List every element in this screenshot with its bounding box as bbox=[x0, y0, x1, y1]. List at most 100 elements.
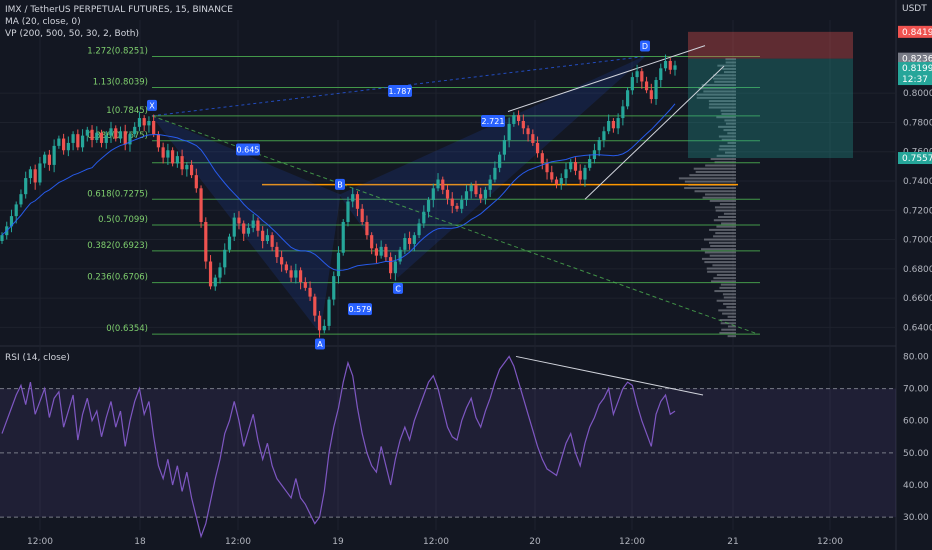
fib-level-label: 0.236(0.6706) bbox=[87, 273, 148, 283]
candle-body bbox=[199, 188, 203, 222]
price-axis-tag-label: 0.8236 bbox=[902, 55, 932, 65]
volume-profile-bar bbox=[689, 174, 736, 177]
volume-profile-bar bbox=[725, 61, 736, 64]
price-axis-tag bbox=[898, 25, 932, 38]
harmonic-point-tag bbox=[640, 40, 650, 52]
candle-body bbox=[284, 264, 288, 271]
volume-profile-bar bbox=[716, 154, 736, 157]
volume-profile-bar bbox=[701, 83, 736, 86]
candle-body bbox=[270, 235, 274, 247]
candle-body bbox=[384, 246, 388, 258]
volume-profile-bar bbox=[719, 203, 736, 206]
candle-body bbox=[474, 185, 478, 195]
stop-zone bbox=[688, 31, 853, 59]
candle-body bbox=[569, 161, 573, 170]
candle-body bbox=[564, 169, 568, 179]
rsi-axis-label: 50.00 bbox=[903, 449, 929, 459]
volume-profile-bar bbox=[719, 286, 736, 289]
harmonic-point-label: C bbox=[395, 284, 401, 293]
quote-currency: USDT bbox=[902, 4, 927, 14]
candle-body bbox=[0, 235, 4, 242]
harmonic-point-label: B bbox=[337, 180, 343, 189]
ma-indicator-label: MA (20, close, 0) bbox=[5, 17, 81, 27]
candle-body bbox=[242, 223, 246, 234]
rsi-axis-label: 60.00 bbox=[903, 417, 929, 427]
candle-body bbox=[540, 153, 544, 164]
time-axis-label: 12:00 bbox=[423, 537, 449, 547]
volume-profile-bar bbox=[725, 122, 736, 125]
candle-body bbox=[166, 150, 170, 158]
volume-profile-bar bbox=[714, 290, 736, 293]
time-axis-label: 19 bbox=[332, 537, 344, 547]
candle-body bbox=[531, 134, 535, 143]
volume-profile-bar bbox=[719, 145, 736, 148]
volume-profile-bar bbox=[704, 251, 736, 254]
volume-profile-bar bbox=[713, 74, 736, 77]
candle-body bbox=[355, 194, 360, 209]
candle-body bbox=[294, 270, 298, 278]
volume-profile-bar bbox=[720, 109, 736, 112]
candle-body bbox=[407, 238, 412, 244]
candle-body bbox=[611, 120, 615, 129]
volume-profile-bar bbox=[702, 196, 736, 199]
harmonic-ratio-label: 1.787 bbox=[389, 87, 412, 96]
price-axis-tag bbox=[898, 152, 932, 165]
volume-profile-bar bbox=[717, 64, 736, 67]
rsi-divergence-line bbox=[515, 355, 704, 396]
volume-profile-bar bbox=[718, 309, 736, 312]
candle-body bbox=[469, 185, 473, 192]
candle-body bbox=[90, 129, 94, 141]
candle-body bbox=[488, 179, 492, 190]
candle-body bbox=[19, 194, 23, 205]
volume-profile-bar bbox=[723, 302, 736, 305]
volume-profile-bar bbox=[705, 164, 736, 167]
candle-body bbox=[33, 169, 37, 183]
candle-body bbox=[289, 270, 293, 278]
volume-profile-bar bbox=[703, 90, 736, 93]
candle-body bbox=[57, 138, 61, 146]
chart-legend: IMX / TetherUS PERPETUAL FUTURES, 15, BI… bbox=[5, 4, 233, 40]
candle-body bbox=[626, 90, 630, 107]
candle-body bbox=[417, 223, 421, 236]
candle-body bbox=[521, 120, 525, 129]
volume-profile-bar bbox=[719, 319, 736, 322]
fib-level-label: 1.13(0.8039) bbox=[93, 77, 148, 87]
volume-profile-bar bbox=[727, 315, 736, 318]
candle-body bbox=[204, 221, 208, 262]
candle-body bbox=[142, 118, 146, 126]
candle-body bbox=[227, 236, 232, 250]
volume-profile-bar bbox=[718, 125, 736, 128]
candle-body bbox=[152, 120, 156, 135]
harmonic-point-tag bbox=[315, 338, 325, 350]
time-axis-label: 21 bbox=[727, 537, 738, 547]
candle-body bbox=[673, 65, 677, 70]
candle-body bbox=[649, 90, 653, 100]
volume-profile-bar bbox=[721, 112, 736, 115]
candle-body bbox=[630, 77, 634, 91]
candle-body bbox=[616, 118, 620, 129]
candle-body bbox=[412, 235, 416, 244]
candle-body bbox=[374, 248, 379, 256]
candle-body bbox=[256, 220, 260, 231]
price-axis-label: 0.6800 bbox=[903, 265, 932, 275]
candle-body bbox=[403, 238, 407, 250]
volume-profile-bar bbox=[714, 206, 736, 209]
volume-profile-bar bbox=[715, 232, 736, 235]
harmonic-ratio-tag bbox=[388, 84, 412, 97]
candle-body bbox=[460, 200, 464, 209]
candle-body bbox=[583, 167, 587, 180]
candle-body bbox=[104, 135, 108, 143]
ma-line bbox=[1, 103, 676, 271]
candle-body bbox=[365, 221, 369, 236]
volume-profile-bar bbox=[684, 187, 736, 190]
time-axis-label: 20 bbox=[529, 537, 541, 547]
volume-profile-bar bbox=[721, 138, 736, 141]
price-axis-label: 0.6600 bbox=[903, 294, 932, 304]
candle-body bbox=[393, 261, 397, 274]
volume-profile-bar bbox=[723, 71, 736, 74]
candle-body bbox=[109, 128, 113, 136]
volume-profile-bar bbox=[713, 219, 736, 222]
volume-profile-bar bbox=[694, 190, 736, 193]
candle-body bbox=[526, 128, 530, 135]
